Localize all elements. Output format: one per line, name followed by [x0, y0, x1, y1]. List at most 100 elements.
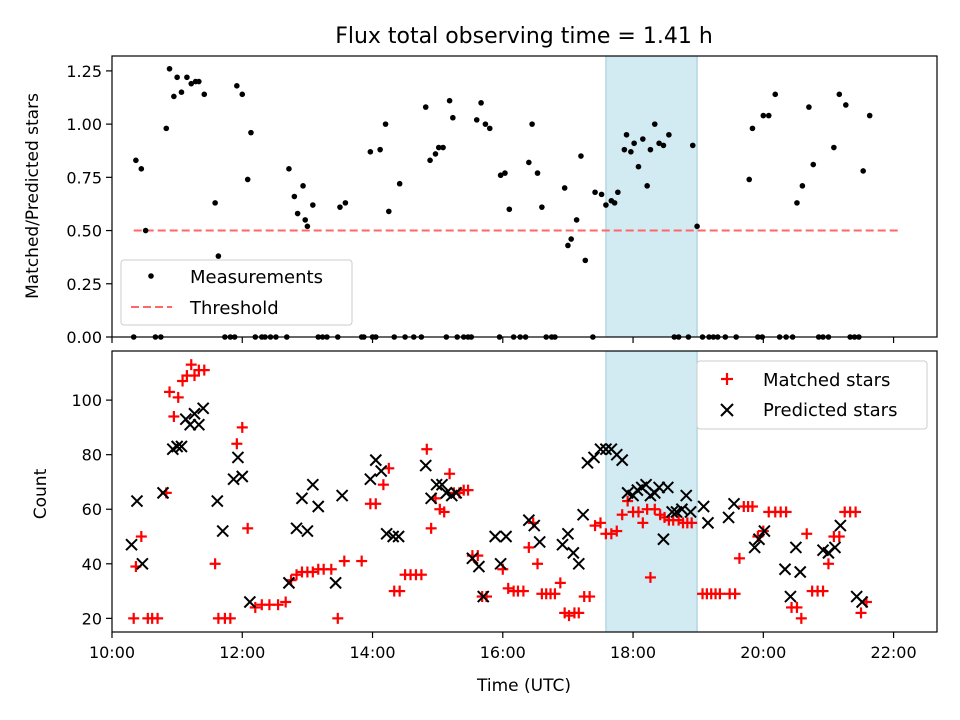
matched-star-point: [128, 612, 140, 624]
legend-predicted-label: Predicted stars: [763, 400, 897, 421]
matched-star-point: [272, 599, 284, 611]
predicted-star-point: [789, 541, 803, 554]
matched-star-point: [172, 391, 184, 403]
predicted-star-point: [211, 494, 224, 508]
measurement-point: [806, 104, 812, 110]
measurement-point: [831, 144, 837, 151]
top-axes-frame: [111, 55, 938, 338]
measurement-point: [215, 253, 222, 259]
measurement-point: [660, 142, 667, 149]
legend-matched-label: Matched stars: [763, 370, 890, 391]
measurement-point: [598, 191, 605, 198]
matched-star-point: [280, 596, 292, 608]
matched-star-point: [168, 410, 180, 422]
measurement-point: [435, 144, 442, 151]
matched-star-point: [584, 591, 596, 603]
y-tick-label: 0.00: [66, 328, 102, 347]
predicted-star-point: [499, 530, 513, 543]
measurement-point: [621, 146, 628, 153]
y-tick-label: 1.00: [66, 115, 102, 134]
y-tick-label: 1.25: [66, 62, 102, 81]
predicted-star-point: [216, 524, 229, 538]
matched-star-point: [573, 607, 585, 619]
matched-star-point: [616, 509, 628, 521]
measurement-point: [178, 89, 185, 95]
predicted-star-point: [306, 478, 320, 491]
measurement-point: [799, 183, 806, 189]
predicted-star-point: [188, 407, 201, 420]
predicted-star-point: [290, 522, 303, 535]
measurement-point: [174, 74, 180, 81]
predicted-star-point: [599, 443, 613, 456]
bottom-legend: Matched stars Predicted stars: [696, 360, 928, 430]
measurement-point: [628, 148, 634, 155]
predicted-star-point: [312, 500, 325, 513]
matched-star-point: [686, 517, 698, 529]
measurement-point: [482, 121, 489, 127]
predicted-star-point: [243, 595, 257, 609]
predicted-star-point: [675, 503, 689, 516]
matched-star-point: [801, 528, 813, 540]
predicted-star-point: [472, 560, 486, 573]
x-tick-label: 18:00: [610, 643, 656, 662]
matched-star-point: [231, 438, 243, 450]
top-observing-window-shade: [605, 55, 698, 338]
predicted-star-point: [282, 576, 296, 590]
matched-star-point: [523, 541, 535, 553]
predicted-star-point: [386, 530, 400, 543]
measurement-point: [647, 146, 654, 153]
measurement-point: [473, 117, 480, 123]
y-tick-label: 0.75: [66, 168, 102, 187]
measurement-point: [310, 202, 316, 208]
x-tick-label: 20:00: [740, 643, 786, 662]
measurement-point: [422, 104, 429, 110]
measurement-point: [133, 157, 139, 164]
matched-star-point: [517, 585, 529, 597]
predicted-star-point: [301, 524, 314, 538]
measurement-point: [286, 166, 292, 172]
matched-star-point: [462, 484, 474, 496]
measurement-point: [836, 91, 843, 98]
predicted-star-point: [680, 489, 693, 502]
measurement-point: [142, 227, 149, 234]
measurement-point: [171, 93, 177, 100]
predicted-star-point: [727, 497, 741, 510]
predicted-star-point: [380, 527, 393, 540]
predicted-star-point: [657, 533, 670, 546]
predicted-star-point: [125, 538, 138, 551]
matched-star-point: [370, 498, 382, 510]
measurement-point: [294, 210, 301, 217]
matched-star-point: [746, 501, 758, 513]
matched-star-point: [637, 517, 649, 529]
measurement-point: [386, 208, 392, 215]
bottom-x-ticks: 10:00 12:00 14:00 16:00 18:00 20:00 22:00: [89, 632, 917, 662]
matched-star-point: [394, 585, 406, 597]
predicted-star-point: [375, 464, 388, 478]
matched-star-point: [649, 503, 661, 515]
measurement-point: [502, 170, 508, 176]
measurement-point: [440, 144, 446, 151]
measurement-point: [611, 200, 618, 206]
predicted-star-point: [196, 402, 210, 415]
y-tick-label: 60: [82, 500, 102, 519]
measurement-point: [486, 125, 493, 132]
predicted-star-point: [587, 451, 601, 464]
measurement-point: [184, 74, 190, 81]
predicted-star-point: [855, 595, 869, 609]
matched-star-point: [611, 525, 623, 537]
predicted-star-point: [236, 470, 249, 483]
legend-predicted-marker: [720, 403, 734, 417]
measurement-point: [244, 176, 251, 183]
matched-star-point: [152, 612, 164, 624]
measurement-point: [765, 112, 772, 119]
matched-star-point: [236, 421, 248, 433]
predicted-star-point: [192, 418, 206, 431]
matched-star-point: [833, 531, 845, 543]
predicted-star-point: [335, 489, 349, 502]
predicted-star-point: [784, 590, 797, 603]
legend-measurements-marker: [148, 273, 154, 279]
measurement-point: [196, 78, 202, 85]
predicted-star-point: [722, 511, 735, 524]
predicted-star-point: [556, 538, 569, 551]
measurement-point: [603, 202, 609, 208]
